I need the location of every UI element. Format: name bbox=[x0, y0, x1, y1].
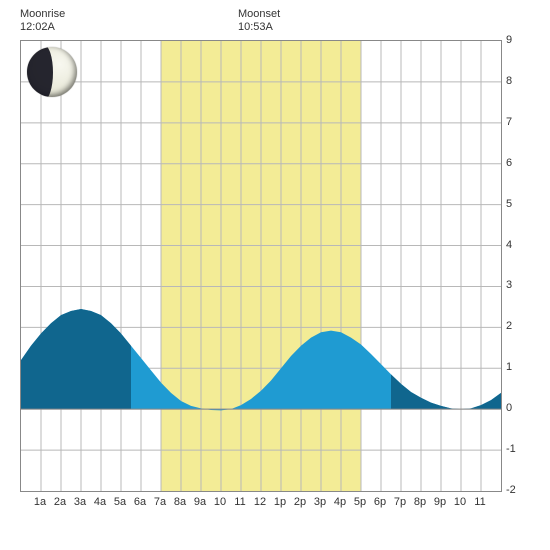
x-tick: 2a bbox=[54, 496, 66, 508]
x-tick: 3a bbox=[74, 496, 86, 508]
x-tick: 2p bbox=[294, 496, 306, 508]
tide-chart-widget: Moonrise 12:02A Moonset 10:53A -2-101234… bbox=[0, 0, 550, 550]
moonrise-label: Moonrise 12:02A bbox=[20, 8, 65, 34]
plot-svg bbox=[21, 41, 501, 491]
x-tick: 10 bbox=[214, 496, 226, 508]
y-tick: 4 bbox=[506, 239, 512, 251]
x-tick: 12 bbox=[254, 496, 266, 508]
x-tick: 3p bbox=[314, 496, 326, 508]
y-tick: -1 bbox=[506, 443, 516, 455]
x-tick: 5p bbox=[354, 496, 366, 508]
x-tick: 9a bbox=[194, 496, 206, 508]
moonset-time: 10:53A bbox=[238, 21, 280, 34]
moonset-title: Moonset bbox=[238, 8, 280, 20]
chart-area: -2-10123456789 1a2a3a4a5a6a7a8a9a1011121… bbox=[20, 40, 520, 510]
x-tick: 4a bbox=[94, 496, 106, 508]
moonrise-title: Moonrise bbox=[20, 8, 65, 20]
x-tick: 6p bbox=[374, 496, 386, 508]
x-tick: 8p bbox=[414, 496, 426, 508]
y-tick: 9 bbox=[506, 34, 512, 46]
y-tick: 6 bbox=[506, 157, 512, 169]
x-tick: 11 bbox=[234, 496, 245, 508]
y-tick: 5 bbox=[506, 198, 512, 210]
x-tick: 1p bbox=[274, 496, 286, 508]
x-tick: 6a bbox=[134, 496, 146, 508]
plot-area bbox=[20, 40, 502, 492]
x-tick: 8a bbox=[174, 496, 186, 508]
x-tick: 7a bbox=[154, 496, 166, 508]
y-tick: 1 bbox=[506, 361, 512, 373]
y-tick: 3 bbox=[506, 279, 512, 291]
moon-phase-icon bbox=[27, 47, 77, 97]
moon-shadow bbox=[27, 47, 53, 97]
x-tick: 5a bbox=[114, 496, 126, 508]
x-tick: 11 bbox=[474, 496, 485, 508]
moonset-label: Moonset 10:53A bbox=[238, 8, 280, 34]
x-tick: 9p bbox=[434, 496, 446, 508]
x-tick: 4p bbox=[334, 496, 346, 508]
y-tick: 8 bbox=[506, 75, 512, 87]
x-tick: 1a bbox=[34, 496, 46, 508]
y-tick: 7 bbox=[506, 116, 512, 128]
y-tick: -2 bbox=[506, 484, 516, 496]
y-tick: 0 bbox=[506, 402, 512, 414]
y-tick: 2 bbox=[506, 320, 512, 332]
x-tick: 7p bbox=[394, 496, 406, 508]
moonrise-time: 12:02A bbox=[20, 21, 65, 34]
x-tick: 10 bbox=[454, 496, 466, 508]
